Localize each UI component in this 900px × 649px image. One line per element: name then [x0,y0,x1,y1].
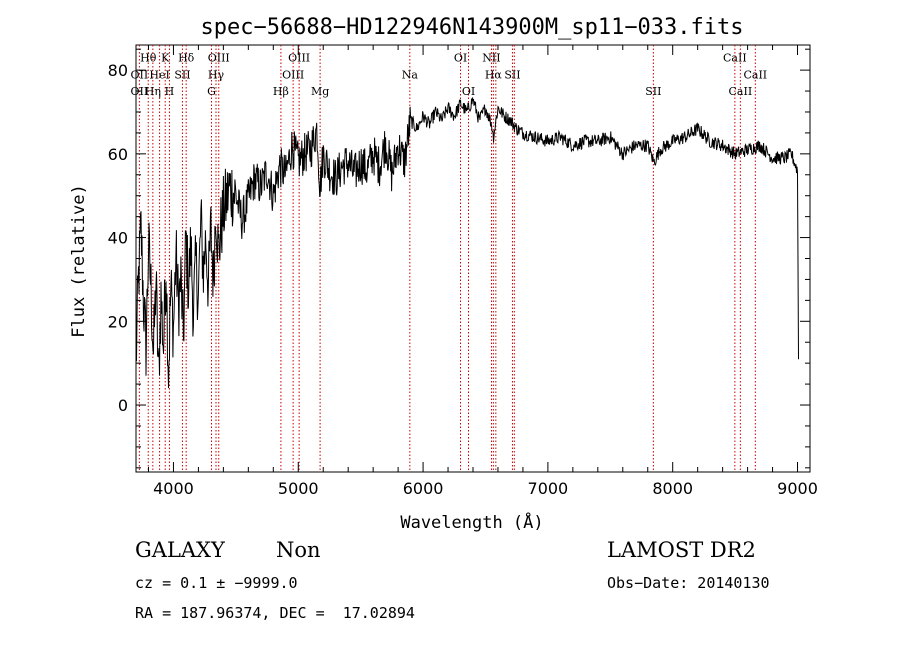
y-tick-label: 60 [108,145,128,164]
chart-title: spec−56688−HD122946N143900M_sp11−033.fit… [200,15,743,40]
line-label-caii: CaII [743,68,767,81]
class-label: GALAXY [135,538,225,562]
axis-ticks: 4000 5000 6000 7000 8000 9000 0 20 40 60 80 [108,45,818,498]
line-label-oiii: OIII [282,68,304,81]
y-tick-label: 80 [108,61,128,80]
y-tick-label: 40 [108,229,128,248]
x-tick-label: 4000 [153,479,194,498]
line-label-k: K [161,52,170,65]
y-axis-label: Flux (relative) [69,184,89,338]
emission-line-labels: OII OII Hθ HeI Hη K H SII Hδ G Hγ OIII Hβ OIII OIII Mg N… [131,52,768,98]
line-label-caii: CaII [729,85,753,98]
x-tick-label: 8000 [652,479,693,498]
plot-frame [135,44,811,473]
line-label-hβ: Hβ [273,85,289,98]
line-label-oiii: OIII [208,52,230,65]
x-tick-label: 5000 [278,479,319,498]
line-label-oiii: OIII [288,52,310,65]
x-axis-label: Wavelength (Å) [400,511,543,533]
line-label-sii: SII [174,68,190,81]
x-tick-label: 7000 [528,479,569,498]
obs-date-readout: Obs−Date: 20140130 [607,574,770,592]
line-label-na: Na [402,68,419,81]
line-label-hθ: Hθ [140,52,157,65]
x-tick-label: 6000 [403,479,444,498]
subclass-label: Non [276,538,321,562]
line-label-oii: OII [131,68,149,81]
line-label-sii: SII [504,68,520,81]
line-label-hδ: Hδ [178,52,195,65]
line-label-hei: HeI [149,68,169,81]
line-label-sii: SII [645,85,661,98]
line-label-hγ: Hγ [208,68,225,81]
line-label-nii: NII [482,52,500,65]
coordinates-readout: RA = 187.96374, DEC = 17.02894 [135,604,415,622]
spectrum-line [135,97,799,389]
y-tick-label: 20 [108,312,128,331]
survey-label: LAMOST DR2 [607,538,756,562]
line-label-hη: Hη [145,85,161,98]
line-label-oi: OI [462,85,475,98]
line-label-oi: OI [454,52,467,65]
line-label-hα: Hα [485,68,503,81]
line-label-h: H [165,85,175,98]
emission-line-markers [138,45,756,472]
line-label-mg: Mg [311,85,329,98]
line-label-oii: OII [131,85,149,98]
line-label-caii: CaII [723,52,747,65]
line-label-g: G [207,85,216,98]
y-tick-label: 0 [118,396,128,415]
redshift-readout: cz = 0.1 ± −9999.0 [135,574,298,592]
spectrum-layer [135,97,799,389]
x-tick-label: 9000 [777,479,818,498]
